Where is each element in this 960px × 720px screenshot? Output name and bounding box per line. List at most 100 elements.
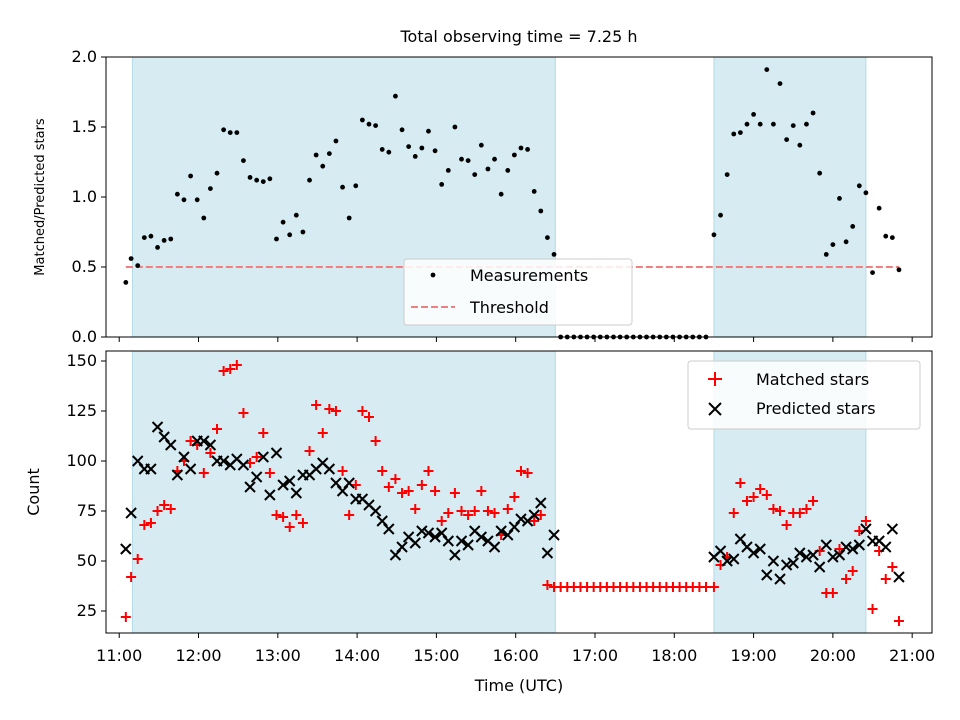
matched-star-point [808,496,819,506]
predicted-star-point [396,541,408,553]
measurement-point [883,233,889,239]
matched-star-point [801,504,812,514]
predicted-star-point [774,573,786,585]
x-tick-label: 20:00 [810,646,856,665]
bottom-legend: Matched stars Predicted stars [687,360,921,430]
matched-star-point [469,506,480,516]
predicted-star-point [383,523,395,535]
measurement-point [551,252,557,257]
predicted-star-point [237,459,250,471]
y-tick-label: 1.0 [72,187,97,206]
x-tick-label: 16:00 [493,646,539,665]
x-tick-label: 21:00 [889,646,935,665]
top-legend: Measurements Threshold [403,258,633,326]
measurement-point [208,186,213,192]
matched-star-point [145,518,156,528]
matched-star-point [482,506,493,516]
measurement-point [751,112,756,117]
measurement-point [804,121,809,127]
measurement-point [247,175,253,180]
matched-star-point [410,504,421,514]
matched-star-point [271,510,282,520]
measurement-point [525,147,530,152]
measurement-point [221,127,227,133]
matched-star-point [165,504,176,514]
matched-star-point [212,424,223,434]
predicted-star-point [488,541,501,553]
predicted-star-point [548,529,560,541]
measurement-point [161,238,167,243]
top-title: Total observing time = 7.25 h [399,27,637,46]
measurement-point [797,142,803,148]
matched-star-point [768,504,779,514]
measurement-point [771,121,776,127]
matched-star-point [278,512,289,522]
matched-star-point [377,466,388,476]
predicted-star-point [283,475,296,487]
matched-star-point [330,406,341,416]
bottom-y-ticks: 25 50 75 100 125 150 [66,351,106,620]
matched-star-point [867,604,878,614]
matched-star-point [357,406,368,416]
predicted-star-point [886,523,899,535]
measurement-point [711,232,717,238]
measurement-point [287,232,293,238]
matched-star-point [847,566,858,576]
matched-star-point [529,516,540,526]
matched-star-point [311,400,322,410]
predicted-star-point [264,489,276,501]
matched-star-point [344,510,355,520]
measurement-point [227,130,233,136]
matched-star-point [284,522,295,532]
measurement-point [764,67,770,72]
y-tick-label: 0.5 [72,257,97,276]
measurement-point [274,236,279,242]
measurement-point [307,177,312,183]
measurement-point [148,233,154,239]
measurement-point [876,205,882,211]
predicted-star-point [747,547,760,559]
matched-star-point [198,468,209,478]
x-tick-label: 17:00 [572,646,618,665]
matched-star-point [893,616,904,626]
predicted-star-point [198,435,210,447]
predicted-star-point [449,549,461,561]
measurement-point [837,196,842,201]
predicted-star-point [409,537,421,549]
matched-star-point [185,436,196,446]
measurement-point [353,183,359,189]
measurement-point [320,163,326,169]
matched-star-point [430,486,441,496]
measurement-point [790,123,796,128]
bottom-y-axis-label: Count [24,468,43,516]
predicted-star-point [761,569,773,581]
predicted-star-point [714,545,727,557]
measurement-point [459,156,464,162]
measurement-point [135,263,141,268]
measurement-point [538,208,544,214]
bottom-panel: 25 50 75 100 125 150 11:00 12:00 13:00 14:00 15:0… [24,350,935,695]
measurements-layer [123,67,902,340]
measurement-point [492,156,497,162]
predicted-star-point [541,547,554,559]
predicted-star-point [125,507,137,519]
matched-star-point [741,496,752,506]
y-tick-label: 50 [77,551,97,570]
measurement-point [293,212,299,218]
measurement-point [234,130,240,136]
matched-star-point [748,492,759,502]
predicted-star-point [145,463,157,475]
measurement-point [505,168,511,173]
matched-star-point [755,484,766,494]
predicted-star-point [422,527,435,539]
predicted-star-point [721,555,733,567]
measurement-point [379,147,385,152]
y-tick-label: 150 [66,351,97,370]
measurement-point [393,93,398,99]
predicted-star-point [257,451,269,463]
matched-star-point [370,436,381,446]
measurement-point [188,173,193,179]
predicted-star-point [343,477,355,489]
predicted-star-point [860,523,872,535]
measurement-point [366,121,372,127]
